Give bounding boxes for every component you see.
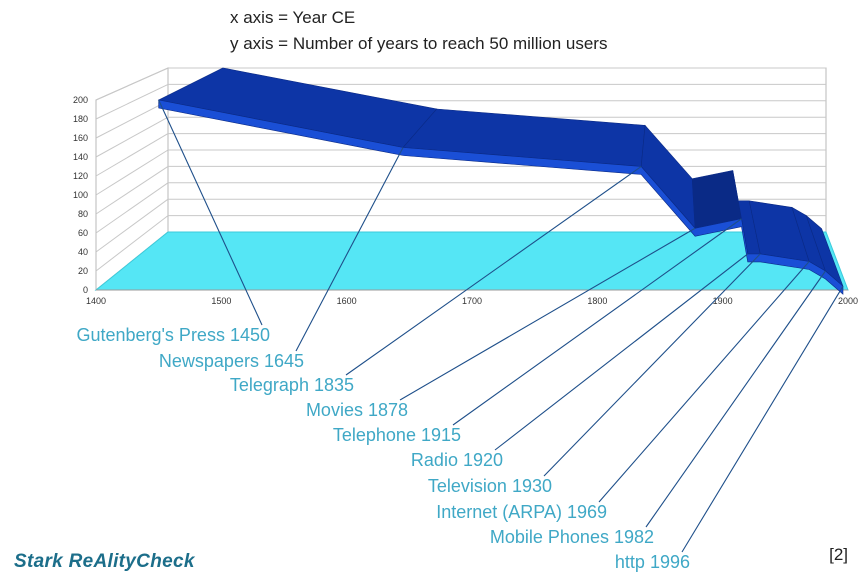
gridline-side <box>95 182 169 234</box>
gridline-side <box>95 116 169 158</box>
y-tick-label: 200 <box>73 95 88 105</box>
data-label: Radio 1920 <box>411 450 503 470</box>
data-label: Mobile Phones 1982 <box>490 527 654 547</box>
x-tick-label: 1800 <box>587 296 607 306</box>
leader-line <box>345 166 642 376</box>
leader-line <box>681 285 844 553</box>
reference-marker: [2] <box>829 545 848 564</box>
leader-line <box>645 270 826 528</box>
y-tick-label: 40 <box>78 247 88 257</box>
y-tick-label: 60 <box>78 228 88 238</box>
floor <box>94 231 849 291</box>
data-label: Newspapers 1645 <box>159 351 304 371</box>
y-tick-label: 160 <box>73 133 88 143</box>
leader-line <box>543 253 761 477</box>
x-tick-label: 1400 <box>86 296 106 306</box>
leader-line <box>452 218 742 426</box>
gridline-side <box>95 198 169 253</box>
chart-title-line-2: y axis = Number of years to reach 50 mil… <box>230 34 608 53</box>
data-label: Telegraph 1835 <box>230 375 354 395</box>
y-tick-label: 100 <box>73 190 88 200</box>
data-label: Internet (ARPA) 1969 <box>436 502 607 522</box>
leader-line <box>598 261 810 503</box>
x-tick-label: 1600 <box>337 296 357 306</box>
leader-line <box>494 253 749 451</box>
gridline-side <box>95 215 169 272</box>
gridline-side <box>95 67 169 101</box>
data-label: Movies 1878 <box>306 400 408 420</box>
y-tick-label: 20 <box>78 266 88 276</box>
x-tick-label: 1500 <box>211 296 231 306</box>
leader-line <box>295 147 404 352</box>
chart-title-line-1: x axis = Year CE <box>230 8 356 27</box>
x-tick-label: 2000 <box>838 296 858 306</box>
brand-logo: Stark ReAlityCheck <box>14 551 195 572</box>
gridline-side <box>95 133 169 177</box>
y-tick-label: 120 <box>73 171 88 181</box>
gridline-side <box>95 149 169 196</box>
ribbon-front <box>158 99 844 295</box>
x-tick-label: 1900 <box>713 296 733 306</box>
gridline-side <box>95 83 169 120</box>
gridline-side <box>95 100 169 139</box>
x-tick-label: 1700 <box>462 296 482 306</box>
leader-line <box>158 99 263 326</box>
gridline-side <box>95 165 169 215</box>
data-label: Television 1930 <box>428 476 552 496</box>
data-label: http 1996 <box>615 552 690 572</box>
data-label: Telephone 1915 <box>333 425 461 445</box>
y-tick-label: 0 <box>83 285 88 295</box>
y-tick-label: 80 <box>78 209 88 219</box>
data-label: Gutenberg's Press 1450 <box>76 325 270 345</box>
y-tick-label: 140 <box>73 152 88 162</box>
leader-line <box>399 227 696 401</box>
y-tick-label: 180 <box>73 114 88 124</box>
